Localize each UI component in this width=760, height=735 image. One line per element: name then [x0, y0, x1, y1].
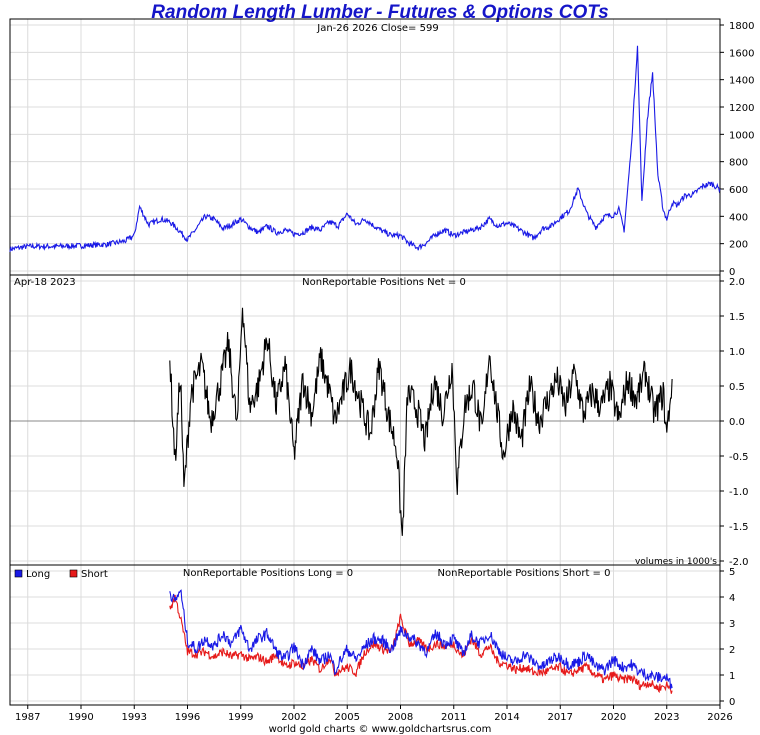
price-ytick-label: 600 — [729, 185, 748, 196]
net-annotation: NonReportable Positions Net = 0 — [302, 277, 466, 288]
price-ytick-label: 1400 — [729, 76, 754, 87]
net-ytick-label: 1.5 — [729, 312, 745, 323]
net-ytick-label: 0.5 — [729, 382, 745, 393]
xtick-label: 1999 — [228, 712, 253, 723]
xtick-label: 1990 — [68, 712, 93, 723]
longshort-ytick-label: 1 — [729, 671, 735, 682]
footer-credit: world gold charts © www.goldchartsrus.co… — [269, 724, 492, 735]
price-annotation: Jan-26 2026 Close= 599 — [316, 23, 438, 34]
xtick-label: 2005 — [335, 712, 360, 723]
price-ytick-label: 1000 — [729, 130, 754, 141]
short-annotation: NonReportable Positions Short = 0 — [438, 568, 611, 579]
long-position-line — [169, 589, 673, 690]
net-ytick-label: -2.0 — [729, 557, 749, 568]
net-ytick-label: -1.0 — [729, 487, 749, 498]
xtick-label: 1987 — [15, 712, 40, 723]
price-ytick-label: 1200 — [729, 103, 754, 114]
xtick-label: 1993 — [122, 712, 147, 723]
xtick-label: 2017 — [548, 712, 573, 723]
price-ytick-label: 0 — [729, 267, 735, 278]
legend-short-swatch — [69, 569, 78, 578]
net-position-line — [169, 307, 673, 536]
xtick-label: 2020 — [601, 712, 626, 723]
net-date-label: Apr-18 2023 — [14, 277, 76, 288]
longshort-ytick-label: 4 — [729, 593, 735, 604]
xtick-label: 2023 — [654, 712, 679, 723]
price-ytick-label: 1800 — [729, 21, 754, 32]
xtick-label: 2014 — [494, 712, 519, 723]
longshort-frame — [9, 564, 721, 706]
xtick-label: 2026 — [707, 712, 732, 723]
net-ytick-label: 0.0 — [729, 417, 745, 428]
legend-long-swatch — [14, 569, 23, 578]
xtick-label: 2011 — [441, 712, 466, 723]
net-ytick-label: 2.0 — [729, 277, 745, 288]
net-ytick-label: 1.0 — [729, 347, 745, 358]
short-position-line — [169, 594, 673, 694]
xtick-label: 1996 — [175, 712, 200, 723]
legend-short-label: Short — [81, 569, 108, 580]
price-ytick-label: 400 — [729, 212, 748, 223]
xtick-label: 2008 — [388, 712, 413, 723]
net-ytick-label: -1.5 — [729, 522, 749, 533]
net-ytick-label: -0.5 — [729, 452, 749, 463]
data-series — [9, 45, 721, 694]
long-annotation: NonReportable Positions Long = 0 — [183, 568, 353, 579]
panel-frames — [9, 18, 724, 709]
longshort-ytick-label: 2 — [729, 645, 735, 656]
xtick-label: 2002 — [281, 712, 306, 723]
grid-lines — [10, 19, 721, 705]
longshort-ytick-label: 5 — [729, 567, 735, 578]
legend-long-label: Long — [26, 569, 50, 580]
price-ytick-label: 1600 — [729, 48, 754, 59]
longshort-ytick-label: 0 — [729, 697, 735, 708]
tick-labels: 0 200 400 600 800 1000 1200 1400 1600 1800 -2.0 -1.… — [15, 21, 754, 723]
price-line — [9, 45, 721, 252]
volume-unit-note: volumes in 1000's — [635, 557, 717, 567]
price-ytick-label: 800 — [729, 158, 748, 169]
chart-title: Random Length Lumber - Futures & Options… — [151, 2, 609, 23]
longshort-ytick-label: 3 — [729, 619, 735, 630]
price-ytick-label: 200 — [729, 240, 748, 251]
